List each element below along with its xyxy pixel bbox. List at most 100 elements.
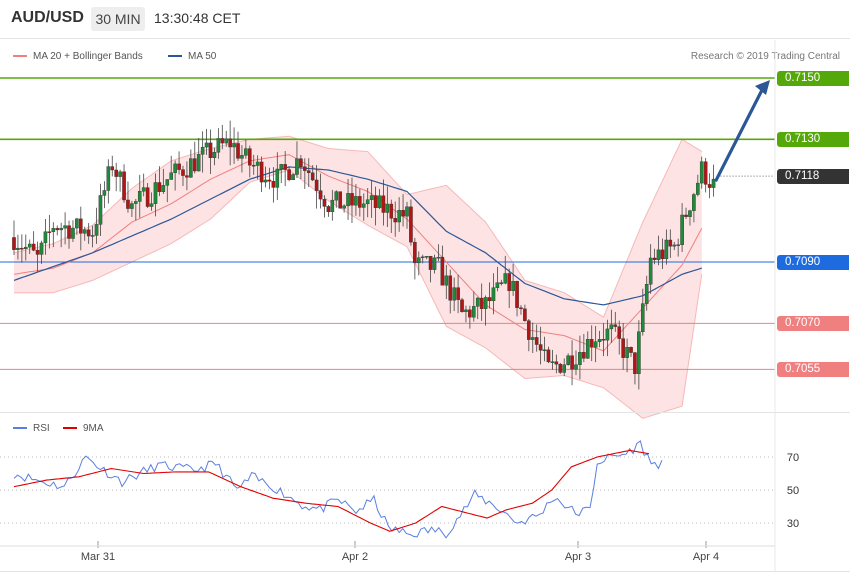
candle-up bbox=[130, 203, 134, 209]
candle-up bbox=[342, 205, 346, 209]
rsi-tick-label-70: 70 bbox=[787, 452, 799, 464]
candle-down bbox=[322, 198, 327, 207]
candle-up bbox=[361, 203, 366, 208]
candle-up bbox=[196, 154, 201, 172]
candle-up bbox=[149, 203, 154, 207]
bollinger-upper-line bbox=[13, 135, 703, 318]
candle-up bbox=[334, 191, 339, 201]
candle-up bbox=[204, 142, 209, 148]
candle-up bbox=[212, 152, 217, 158]
candle-up bbox=[102, 190, 107, 196]
candle-down bbox=[479, 297, 484, 309]
candle-down bbox=[157, 182, 162, 192]
candle-up bbox=[161, 185, 166, 192]
rsi-9ma-line bbox=[13, 449, 650, 532]
candle-up bbox=[27, 243, 32, 248]
candle-up bbox=[593, 341, 598, 348]
candle-up bbox=[483, 297, 488, 309]
projection-arrowhead-icon bbox=[755, 80, 770, 95]
candle-down bbox=[326, 206, 331, 213]
bollinger-band-fill bbox=[14, 136, 702, 419]
candle-up bbox=[420, 256, 425, 259]
candle-up bbox=[578, 352, 582, 365]
candle-down bbox=[110, 166, 115, 171]
candle-up bbox=[365, 199, 370, 205]
candle-up bbox=[609, 324, 614, 330]
candle-up bbox=[106, 166, 111, 191]
candle-up bbox=[566, 355, 570, 365]
candle-down bbox=[310, 172, 315, 181]
candle-up bbox=[699, 161, 704, 184]
rsi-line bbox=[13, 440, 663, 539]
candle-down bbox=[401, 210, 405, 217]
candle-up bbox=[542, 349, 547, 352]
candle-down bbox=[428, 256, 433, 270]
candle-up bbox=[16, 247, 20, 250]
candle-down bbox=[621, 338, 625, 358]
candle-down bbox=[31, 243, 36, 251]
candle-down bbox=[79, 218, 83, 234]
candle-up bbox=[354, 196, 358, 206]
candle-up bbox=[90, 235, 95, 237]
candle-up bbox=[137, 191, 142, 202]
candle-down bbox=[303, 166, 307, 171]
header-divider bbox=[0, 38, 850, 39]
candle-down bbox=[554, 361, 559, 365]
candle-down bbox=[381, 195, 386, 213]
candle-down bbox=[652, 257, 657, 260]
candle-down bbox=[181, 169, 185, 176]
candle-up bbox=[503, 273, 508, 284]
candle-up bbox=[369, 195, 374, 200]
candle-down bbox=[617, 326, 622, 339]
candle-down bbox=[440, 256, 445, 286]
candle-down bbox=[86, 229, 91, 237]
candle-up bbox=[291, 174, 295, 181]
candle-up bbox=[637, 331, 641, 374]
timeframe-button[interactable]: 30 MIN bbox=[91, 7, 145, 31]
candle-down bbox=[299, 158, 303, 167]
candle-up bbox=[346, 193, 350, 207]
candle-up bbox=[692, 194, 696, 211]
price-badge-support: 0.7055 bbox=[777, 361, 849, 377]
candle-down bbox=[499, 282, 504, 284]
candle-up bbox=[63, 225, 67, 229]
candle-down bbox=[468, 309, 472, 318]
candle-up bbox=[173, 163, 177, 173]
candle-up bbox=[491, 287, 496, 302]
candle-down bbox=[703, 161, 708, 185]
candle-down bbox=[338, 191, 342, 209]
chart-header: AUD/USD 30 MIN 13:30:48 CET bbox=[0, 0, 850, 38]
candle-up bbox=[263, 179, 268, 183]
candle-up bbox=[216, 138, 221, 153]
candle-up bbox=[495, 282, 500, 288]
price-badge-last: 0.7118 bbox=[777, 168, 849, 184]
candle-up bbox=[672, 244, 677, 247]
ma50-swatch-icon bbox=[168, 55, 182, 58]
candle-up bbox=[165, 179, 170, 186]
candle-up bbox=[59, 227, 63, 231]
candle-up bbox=[405, 206, 409, 217]
price-badge-resistance: 0.7150 bbox=[777, 70, 849, 86]
rsi-tick-label-30: 30 bbox=[787, 518, 799, 530]
candle-down bbox=[287, 169, 291, 181]
candle-up bbox=[436, 256, 441, 259]
candle-down bbox=[389, 203, 394, 219]
candle-up bbox=[696, 182, 700, 195]
candle-down bbox=[126, 199, 130, 209]
legend-rsi-label: RSI bbox=[33, 423, 50, 434]
candle-up bbox=[23, 246, 28, 250]
price-badge-resistance: 0.7130 bbox=[777, 131, 849, 147]
candle-up bbox=[330, 199, 335, 213]
candle-up bbox=[39, 242, 44, 255]
price-badge-support: 0.7070 bbox=[777, 315, 849, 331]
candle-up bbox=[711, 178, 716, 188]
candle-down bbox=[122, 171, 126, 201]
candle-down bbox=[12, 237, 16, 250]
legend-ma50-label: MA 50 bbox=[188, 51, 217, 62]
candle-up bbox=[625, 347, 629, 358]
candle-down bbox=[267, 179, 272, 182]
bollinger-lower-line bbox=[14, 169, 703, 419]
candle-down bbox=[247, 148, 252, 166]
candle-up bbox=[562, 364, 566, 373]
